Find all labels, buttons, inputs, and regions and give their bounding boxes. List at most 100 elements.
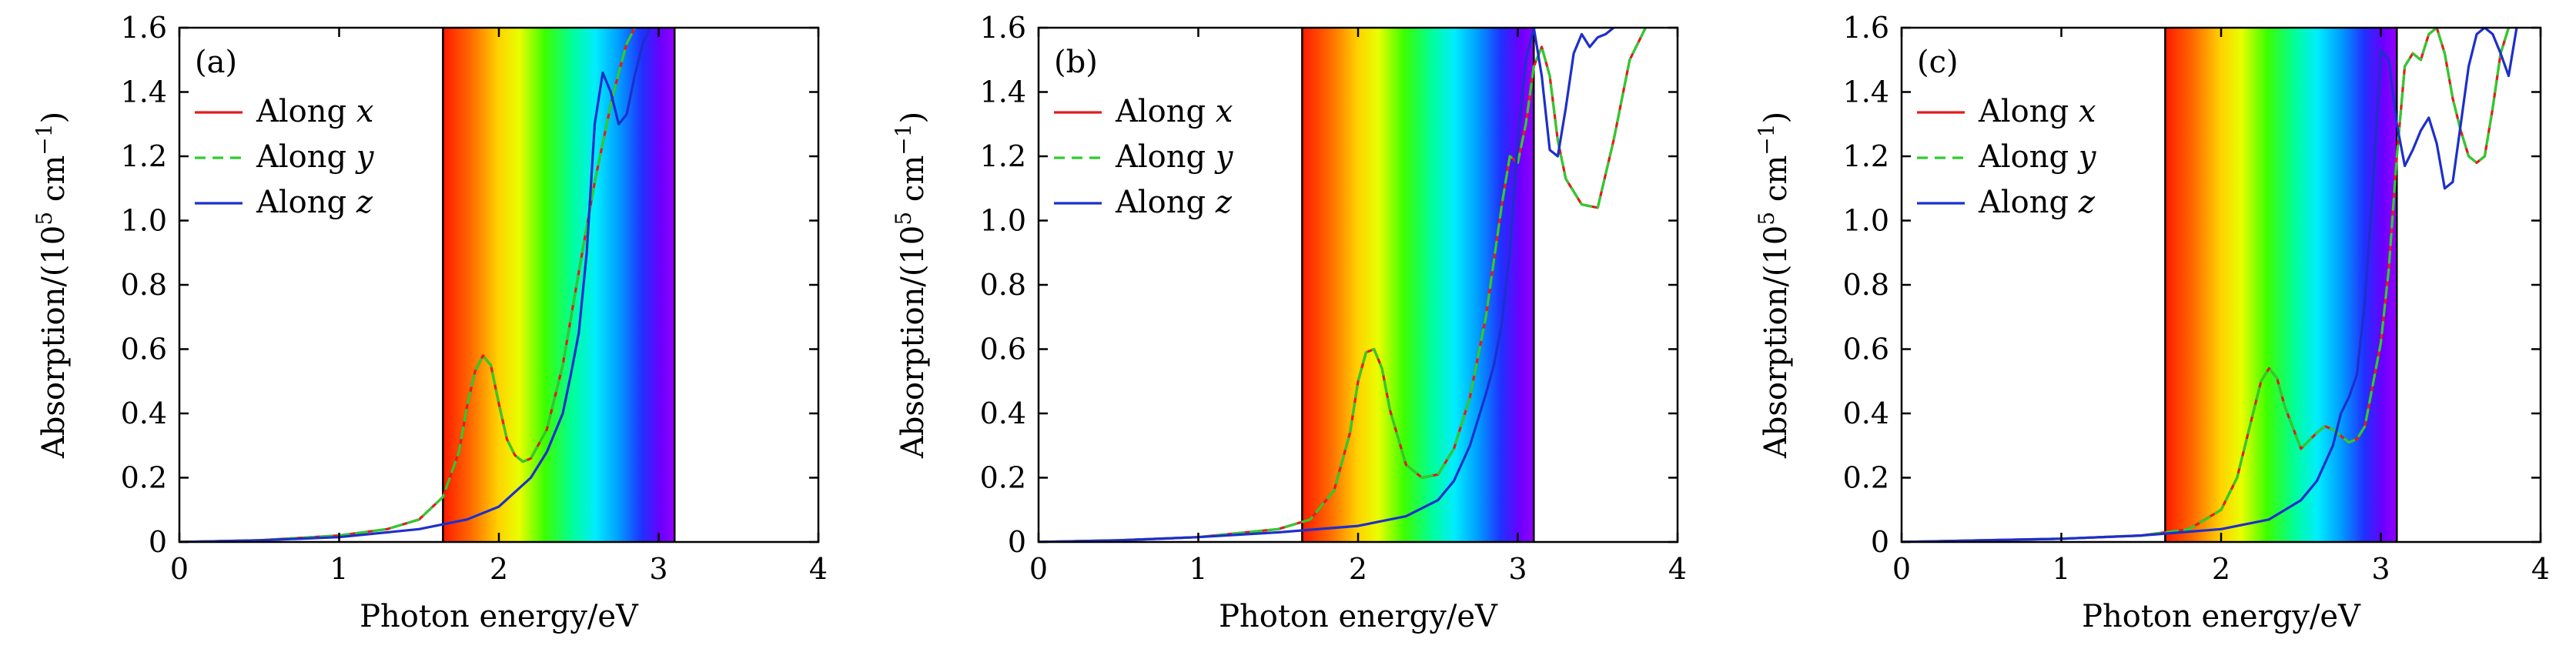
- legend-label-var: z: [356, 185, 373, 220]
- series-group: [179, 28, 652, 542]
- x-tick-label: 2: [490, 552, 508, 586]
- y-axis-title-part: cm: [36, 156, 72, 212]
- legend-label-space: [1206, 185, 1216, 220]
- x-axis-title: Photon energy/eV: [1219, 599, 1498, 634]
- y-tick-label: 0.6: [121, 333, 167, 366]
- visible-spectrum-band: [1302, 28, 1534, 542]
- x-tick-label: 0: [170, 552, 189, 586]
- legend-label-var: y: [1214, 139, 1234, 175]
- y-tick-label: 1.2: [121, 139, 167, 173]
- y-axis-title: Absorption/(105 cm−1): [1754, 112, 1794, 459]
- legend-label-along-x: Along x: [1115, 94, 1233, 129]
- y-tick-label: 0.2: [980, 461, 1026, 495]
- legend-label-var: x: [1216, 94, 1233, 129]
- legend-label-var: z: [1215, 185, 1233, 220]
- visible-spectrum-band: [443, 28, 675, 542]
- legend-label-space: [346, 185, 356, 220]
- legend-label-word: Along: [1115, 185, 1206, 220]
- x-tick-label: 3: [1508, 552, 1527, 586]
- x-axis-title: Photon energy/eV: [360, 599, 639, 634]
- legend-label-var: y: [2077, 139, 2097, 175]
- y-axis-title: Absorption/(105 cm−1): [32, 112, 72, 459]
- chart-panel-1: 0 1 2 3 4 0 0.2 0.4 0.6 0.8 1.0 1.2 1.4 1.6 Photon ene…: [32, 11, 828, 634]
- y-tick-label: 1.4: [121, 75, 167, 109]
- y-tick-label: 0.6: [980, 333, 1026, 366]
- legend-label-word: Along: [256, 139, 346, 175]
- legend-label-along-y: Along y: [256, 139, 375, 175]
- series-line-along-y: [1039, 28, 1648, 542]
- legend-label-along-x: Along x: [1978, 94, 2096, 129]
- legend-label-space: [1206, 139, 1216, 175]
- y-axis-title-part: ): [36, 112, 72, 124]
- y-tick-label: 1.6: [980, 11, 1026, 45]
- legend-label-space: [1206, 94, 1216, 129]
- y-tick-label: 1.0: [121, 204, 167, 238]
- y-tick-label: 0.4: [1843, 396, 1889, 430]
- y-tick-label: 0: [149, 525, 167, 559]
- legend-label-word: Along: [256, 94, 346, 129]
- visible-spectrum-band: [2165, 28, 2397, 542]
- x-tick-label: 2: [1349, 552, 1367, 586]
- y-tick-label: 0.8: [121, 268, 167, 302]
- y-axis-title-sup: 5: [1754, 212, 1779, 226]
- legend-label-var: x: [356, 94, 374, 129]
- series-line-along-z: [179, 28, 652, 542]
- y-tick-label: 1.2: [980, 139, 1026, 173]
- x-tick-label: 1: [1189, 552, 1207, 586]
- legend-label-along-y: Along y: [1115, 139, 1234, 175]
- x-tick-label: 4: [2531, 552, 2550, 586]
- legend-label-along-z: Along z: [1115, 185, 1233, 220]
- legend-label-along-z: Along z: [1978, 185, 2096, 220]
- y-tick-label: 0.6: [1843, 333, 1889, 366]
- x-tick-label: 0: [1892, 552, 1911, 586]
- y-tick-label: 0.4: [980, 396, 1026, 430]
- chart-panel-2: 0 1 2 3 4 0 0.2 0.4 0.6 0.8 1.0 1.2 1.4 1.6 Photon ene…: [891, 11, 1687, 634]
- y-axis-title-sup: −1: [1754, 123, 1779, 155]
- x-tick-label: 2: [2212, 552, 2230, 586]
- legend-label-along-y: Along y: [1978, 139, 2097, 175]
- legend-label-space: [2069, 139, 2079, 175]
- y-axis-title-sup: 5: [32, 212, 57, 226]
- legend-label-word: Along: [1978, 185, 2069, 220]
- y-tick-label: 1.0: [980, 204, 1026, 238]
- legend-label-var: z: [2078, 185, 2096, 220]
- y-tick-label: 0.8: [980, 268, 1026, 302]
- y-axis-title-part: cm: [1758, 156, 1794, 212]
- y-axis-title-sup: 5: [891, 212, 916, 226]
- y-tick-label: 0.4: [121, 396, 167, 430]
- legend-label-word: Along: [256, 185, 346, 220]
- y-tick-label: 1.2: [1843, 139, 1889, 173]
- y-axis-title-part: Absorption/(10: [895, 226, 931, 460]
- legend-label-space: [2069, 185, 2079, 220]
- chart-panel-3: 0 1 2 3 4 0 0.2 0.4 0.6 0.8 1.0 1.2 1.4 1.6 Photon ene…: [1754, 11, 2550, 634]
- y-tick-label: 0.2: [1843, 461, 1889, 495]
- series-line-along-z: [1902, 28, 2518, 542]
- y-tick-label: 1.0: [1843, 204, 1889, 238]
- series-group: [1039, 28, 1648, 542]
- x-tick-label: 1: [330, 552, 348, 586]
- y-tick-label: 1.6: [121, 11, 167, 45]
- y-axis-title-part: Absorption/(10: [36, 226, 72, 460]
- x-axis-title: Photon energy/eV: [2082, 599, 2361, 634]
- y-tick-label: 0.8: [1843, 268, 1889, 302]
- panel-label: (c): [1917, 45, 1959, 80]
- legend-label-along-x: Along x: [256, 94, 373, 129]
- x-tick-label: 0: [1029, 552, 1048, 586]
- y-axis-title-part: cm: [895, 156, 931, 212]
- legend-label-word: Along: [1978, 139, 2069, 175]
- legend-label-var: x: [2079, 94, 2096, 129]
- series-line-along-z: [1039, 28, 1615, 542]
- series-group: [1902, 28, 2518, 542]
- legend-label-space: [346, 94, 356, 129]
- x-tick-label: 4: [809, 552, 828, 586]
- legend-label-word: Along: [1115, 139, 1206, 175]
- y-tick-label: 0.2: [121, 461, 167, 495]
- panel-label: (b): [1054, 45, 1098, 80]
- x-tick-label: 3: [2371, 552, 2390, 586]
- y-tick-label: 1.4: [980, 75, 1026, 109]
- series-line-along-y: [179, 28, 637, 542]
